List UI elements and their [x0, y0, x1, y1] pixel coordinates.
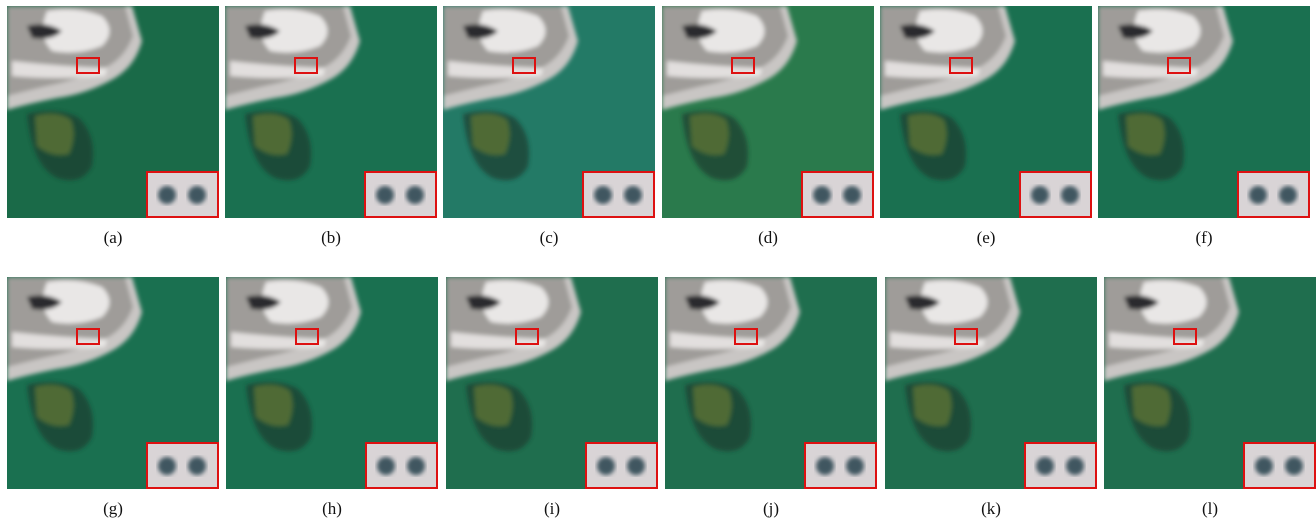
panel-caption: (h) [322, 499, 342, 518]
image-panel [7, 277, 219, 489]
panel-caption: (c) [540, 228, 559, 247]
image-panel [665, 277, 877, 489]
panel-caption: (j) [763, 499, 779, 518]
panel-caption: (k) [981, 499, 1001, 518]
panel-caption: (a) [104, 228, 123, 247]
image-panel [225, 6, 437, 218]
image-panel [662, 6, 874, 218]
panel-caption: (e) [977, 228, 996, 247]
image-panel [446, 277, 658, 489]
panel-caption: (b) [321, 228, 341, 247]
image-panel [880, 6, 1092, 218]
image-panel [226, 277, 438, 489]
image-panel [1098, 6, 1310, 218]
panel-caption: (l) [1202, 499, 1218, 518]
image-panel [443, 6, 655, 218]
image-panel [885, 277, 1097, 489]
panel-caption: (d) [758, 228, 778, 247]
image-panel [7, 6, 219, 218]
panel-caption: (g) [103, 499, 123, 518]
panel-caption: (i) [544, 499, 560, 518]
figure: (a) (b) (c) (d) (e) (f) (g) (h) (i) (j) (k) (l) [0, 0, 1316, 523]
image-panel [1104, 277, 1316, 489]
panel-caption: (f) [1196, 228, 1213, 247]
